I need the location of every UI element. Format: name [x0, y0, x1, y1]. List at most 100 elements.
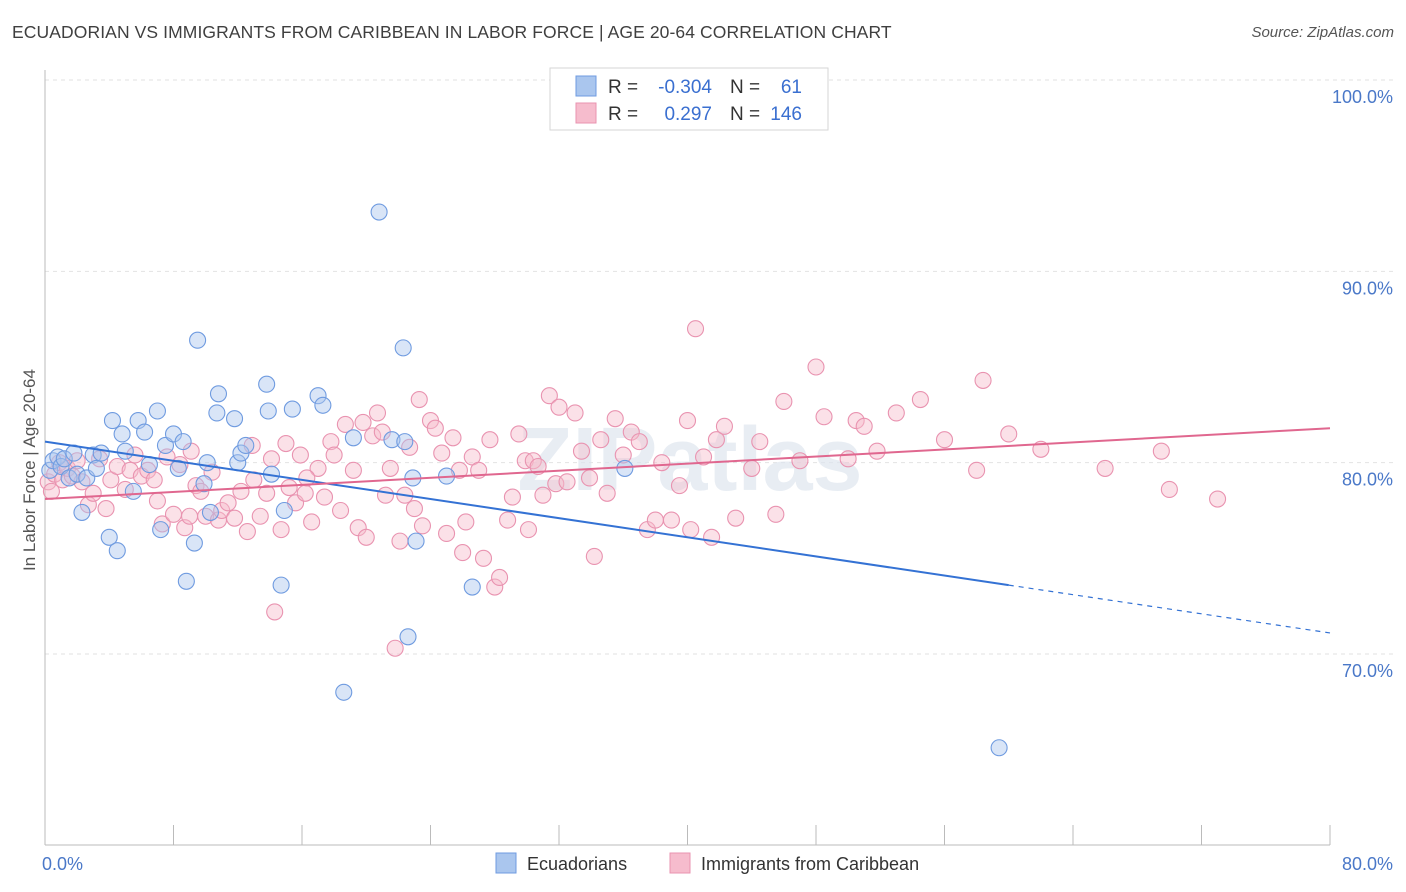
caribbean-point: [682, 521, 700, 539]
caribbean-point: [791, 452, 809, 470]
caribbean-point: [386, 639, 404, 657]
caribbean-point: [309, 459, 327, 477]
caribbean-point: [775, 392, 793, 410]
ecuadorian-point: [198, 454, 216, 472]
caribbean-point: [707, 431, 725, 449]
caribbean-point: [519, 521, 538, 539]
caribbean-point: [1000, 425, 1018, 443]
caribbean-point: [550, 398, 568, 416]
caribbean-point: [266, 603, 284, 621]
caribbean-point: [336, 415, 354, 433]
ecuadorian-point: [92, 444, 110, 462]
ecuadorian-point: [55, 450, 73, 468]
ecuadorian-point: [208, 404, 226, 422]
ecuadorian-point: [209, 385, 228, 403]
legend-r-value-1: -0.304: [658, 77, 712, 98]
caribbean-point: [529, 457, 547, 476]
caribbean-point: [433, 444, 451, 462]
caribbean-point: [1096, 459, 1114, 477]
ecuadorian-point: [169, 459, 187, 477]
caribbean-point: [413, 517, 432, 535]
source-label: Source: ZipAtlas.com: [1251, 24, 1394, 41]
legend-top: R = -0.304 N = 61 R = 0.297 N = 146: [549, 67, 829, 131]
caribbean-point: [454, 544, 472, 562]
caribbean-point: [491, 568, 509, 587]
caribbean-point: [219, 494, 237, 512]
ecuadorian-point: [616, 459, 634, 477]
caribbean-point: [322, 433, 340, 451]
legend-bottom-label-ecuadorians: Ecuadorians: [527, 854, 627, 874]
ecuadorian-point: [87, 459, 105, 477]
caribbean-point: [225, 509, 244, 527]
legend-n-value-1: 61: [781, 77, 802, 98]
legend-swatch-ecuadorians: [575, 75, 597, 97]
caribbean-point: [354, 413, 372, 432]
caribbean-point: [181, 507, 199, 525]
axes: [44, 70, 1331, 846]
caribbean-point: [262, 450, 281, 468]
ecuadorian-point: [344, 429, 362, 447]
ecuadorian-point: [103, 412, 122, 430]
ecuadorian-point: [407, 532, 425, 550]
caribbean-point: [368, 404, 387, 422]
ecuadorian-point: [41, 461, 59, 479]
ecuadorian-point: [396, 433, 414, 451]
caribbean-point: [686, 320, 705, 338]
caribbean-point: [84, 484, 102, 502]
ecuadorian-point: [201, 503, 219, 521]
ecuadorian-point: [383, 431, 401, 449]
ecuadorian-point: [275, 501, 293, 520]
y-tick-label: 70.0%: [1342, 661, 1393, 681]
caribbean-point: [121, 461, 139, 479]
caribbean-point: [280, 478, 298, 497]
ecuadorian-point: [108, 542, 126, 560]
caribbean-point: [703, 528, 721, 546]
ecuadorian-point: [116, 442, 134, 460]
ecuadorian-point: [136, 423, 154, 441]
caribbean-point: [364, 427, 382, 445]
ecuadorian-point: [73, 503, 91, 521]
ecuadorian-point: [258, 375, 276, 393]
caribbean-point: [606, 410, 624, 428]
caribbean-point: [614, 446, 632, 464]
caribbean-point: [438, 524, 456, 543]
ecuadorian-point: [990, 739, 1008, 757]
ecuadorian-point: [225, 410, 244, 428]
caribbean-point: [887, 404, 905, 422]
ecuadorian-point: [283, 400, 301, 418]
caribbean-point: [272, 521, 290, 539]
legend-bottom-swatch-caribbean: [669, 852, 691, 874]
legend-bottom-label-caribbean: Immigrants from Caribbean: [701, 854, 919, 874]
caribbean-point: [315, 488, 334, 506]
legend-n-value-2: 146: [770, 104, 802, 125]
y-tick-label: 100.0%: [1332, 87, 1393, 107]
caribbean-point: [566, 404, 584, 422]
caribbean-point: [653, 454, 671, 472]
ecuadorian-point: [148, 402, 166, 420]
caribbean-point: [968, 461, 986, 479]
trend-line-caribbean: [44, 427, 1331, 501]
caribbean-point: [503, 488, 521, 506]
caribbean-point: [540, 387, 558, 405]
ecuadorian-point: [49, 448, 67, 466]
watermark: ZIPatlas: [517, 410, 862, 510]
caribbean-point: [911, 390, 929, 409]
ecuadorian-point: [272, 576, 290, 594]
ecuadorian-point: [174, 433, 192, 451]
caribbean-point: [376, 486, 395, 504]
caribbean-point: [715, 417, 733, 435]
tick-labels: 70.0% 80.0% 90.0% 100.0% 0.0% 80.0%: [42, 87, 1393, 874]
ecuadorian-point: [185, 534, 203, 552]
caribbean-point: [164, 505, 183, 523]
caribbean-point: [585, 547, 603, 565]
caribbean-point: [1152, 442, 1170, 460]
caribbean-point: [572, 442, 591, 460]
caribbean-point: [474, 549, 493, 567]
legend-n-label-2: N =: [730, 104, 760, 125]
caribbean-point: [251, 507, 269, 525]
caribbean-point: [630, 433, 648, 451]
caribbean-point: [695, 448, 713, 466]
caribbean-point: [325, 446, 343, 464]
caribbean-point: [291, 446, 309, 464]
legend-r-label-1: R =: [608, 77, 638, 98]
